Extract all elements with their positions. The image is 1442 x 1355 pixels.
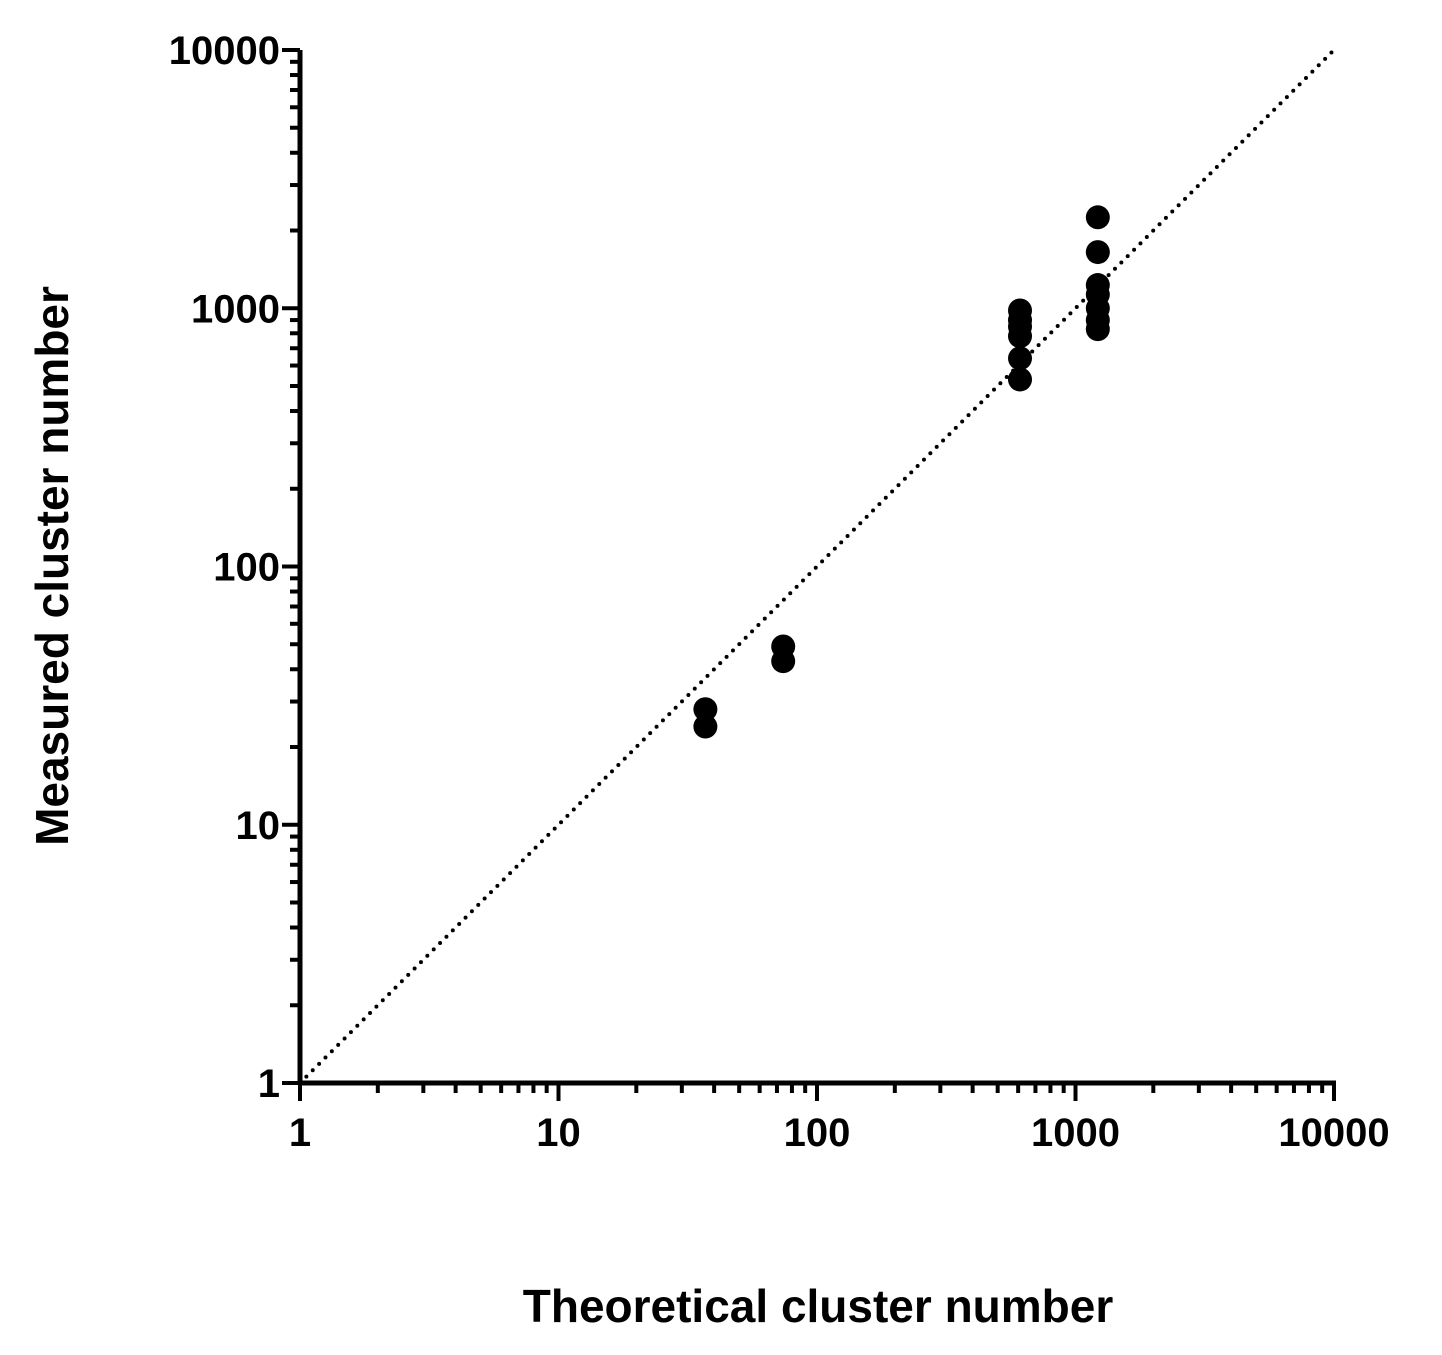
data-point: [1085, 205, 1110, 230]
data-point: [1085, 240, 1110, 265]
reference-line-layer: [298, 48, 1336, 1085]
data-point: [1008, 367, 1033, 392]
x-axis-title: Theoretical cluster number: [523, 1280, 1114, 1332]
data-point: [693, 714, 718, 739]
x-tick-label: 1000: [1031, 1111, 1120, 1155]
data-point: [1085, 317, 1110, 342]
y-tick-label: 10000: [169, 29, 280, 73]
data-points: [693, 205, 1110, 739]
x-tick-label: 1: [289, 1111, 311, 1155]
x-tick-label: 100: [784, 1111, 851, 1155]
y-axis-title: Measured cluster number: [26, 286, 78, 846]
y-tick-label: 1000: [191, 287, 280, 331]
y-tick-label: 100: [213, 546, 280, 590]
tick-labels: 1 10 100 1000 10000 1 10 100 1000 10000: [169, 29, 1390, 1155]
axes: [282, 48, 1336, 1101]
data-point: [693, 697, 718, 722]
x-tick-label: 10000: [1278, 1111, 1389, 1155]
y-tick-label: 10: [236, 804, 281, 848]
data-point: [771, 649, 796, 674]
data-point: [1008, 346, 1033, 371]
y-tick-label: 1: [258, 1062, 280, 1106]
x-tick-label: 10: [536, 1111, 581, 1155]
data-point: [1008, 324, 1033, 349]
identity-reference-line: [298, 48, 1336, 1085]
